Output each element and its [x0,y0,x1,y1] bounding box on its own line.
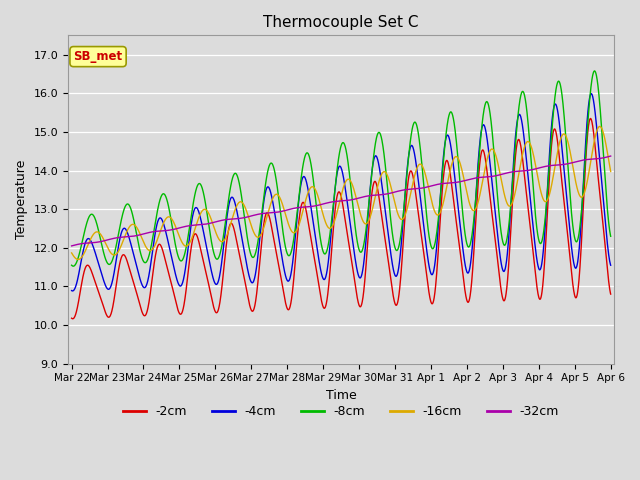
Line: -32cm: -32cm [72,156,611,246]
Line: -16cm: -16cm [72,126,611,260]
Line: -4cm: -4cm [72,94,611,291]
Title: Thermocouple Set C: Thermocouple Set C [264,15,419,30]
Line: -8cm: -8cm [72,71,611,266]
-8cm [218,241,226,247]
-32cm [559,162,567,168]
-2cm [369,186,376,192]
-4cm [588,91,595,96]
-2cm [218,282,226,288]
-2cm [357,304,365,310]
-32cm [356,195,364,201]
-2cm [498,291,506,297]
-16cm [559,131,567,137]
-4cm [218,255,226,261]
X-axis label: Time: Time [326,389,356,402]
-8cm [357,250,365,255]
-32cm [498,171,506,177]
-8cm [559,103,567,109]
-4cm [498,264,506,269]
-4cm [369,164,376,170]
-16cm [498,180,506,186]
-32cm [574,158,582,164]
-2cm [68,316,76,322]
-4cm [357,275,365,280]
-16cm [574,189,582,195]
-2cm [559,192,567,197]
-2cm [587,116,595,121]
-4cm [68,288,76,293]
-8cm [68,263,76,268]
Text: SB_met: SB_met [74,50,123,63]
-4cm [607,263,614,268]
-16cm [607,168,614,174]
-32cm [607,153,614,159]
-16cm [68,250,76,256]
-2cm [607,291,614,297]
-4cm [574,255,582,261]
-2cm [574,285,582,291]
-32cm [369,192,376,198]
-8cm [369,164,376,169]
-16cm [74,257,82,263]
-32cm [68,243,76,249]
-16cm [596,123,604,129]
-16cm [357,212,365,218]
-8cm [607,233,614,239]
-16cm [218,239,226,245]
Legend: -2cm, -4cm, -8cm, -16cm, -32cm: -2cm, -4cm, -8cm, -16cm, -32cm [118,400,564,423]
Y-axis label: Temperature: Temperature [15,160,28,239]
-32cm [218,217,226,223]
Line: -2cm: -2cm [72,119,611,319]
-4cm [68,288,76,294]
-2cm [68,315,76,321]
-4cm [559,158,567,164]
-16cm [369,206,376,212]
-8cm [498,234,506,240]
-8cm [574,235,582,240]
-8cm [591,68,598,74]
-8cm [70,264,77,269]
